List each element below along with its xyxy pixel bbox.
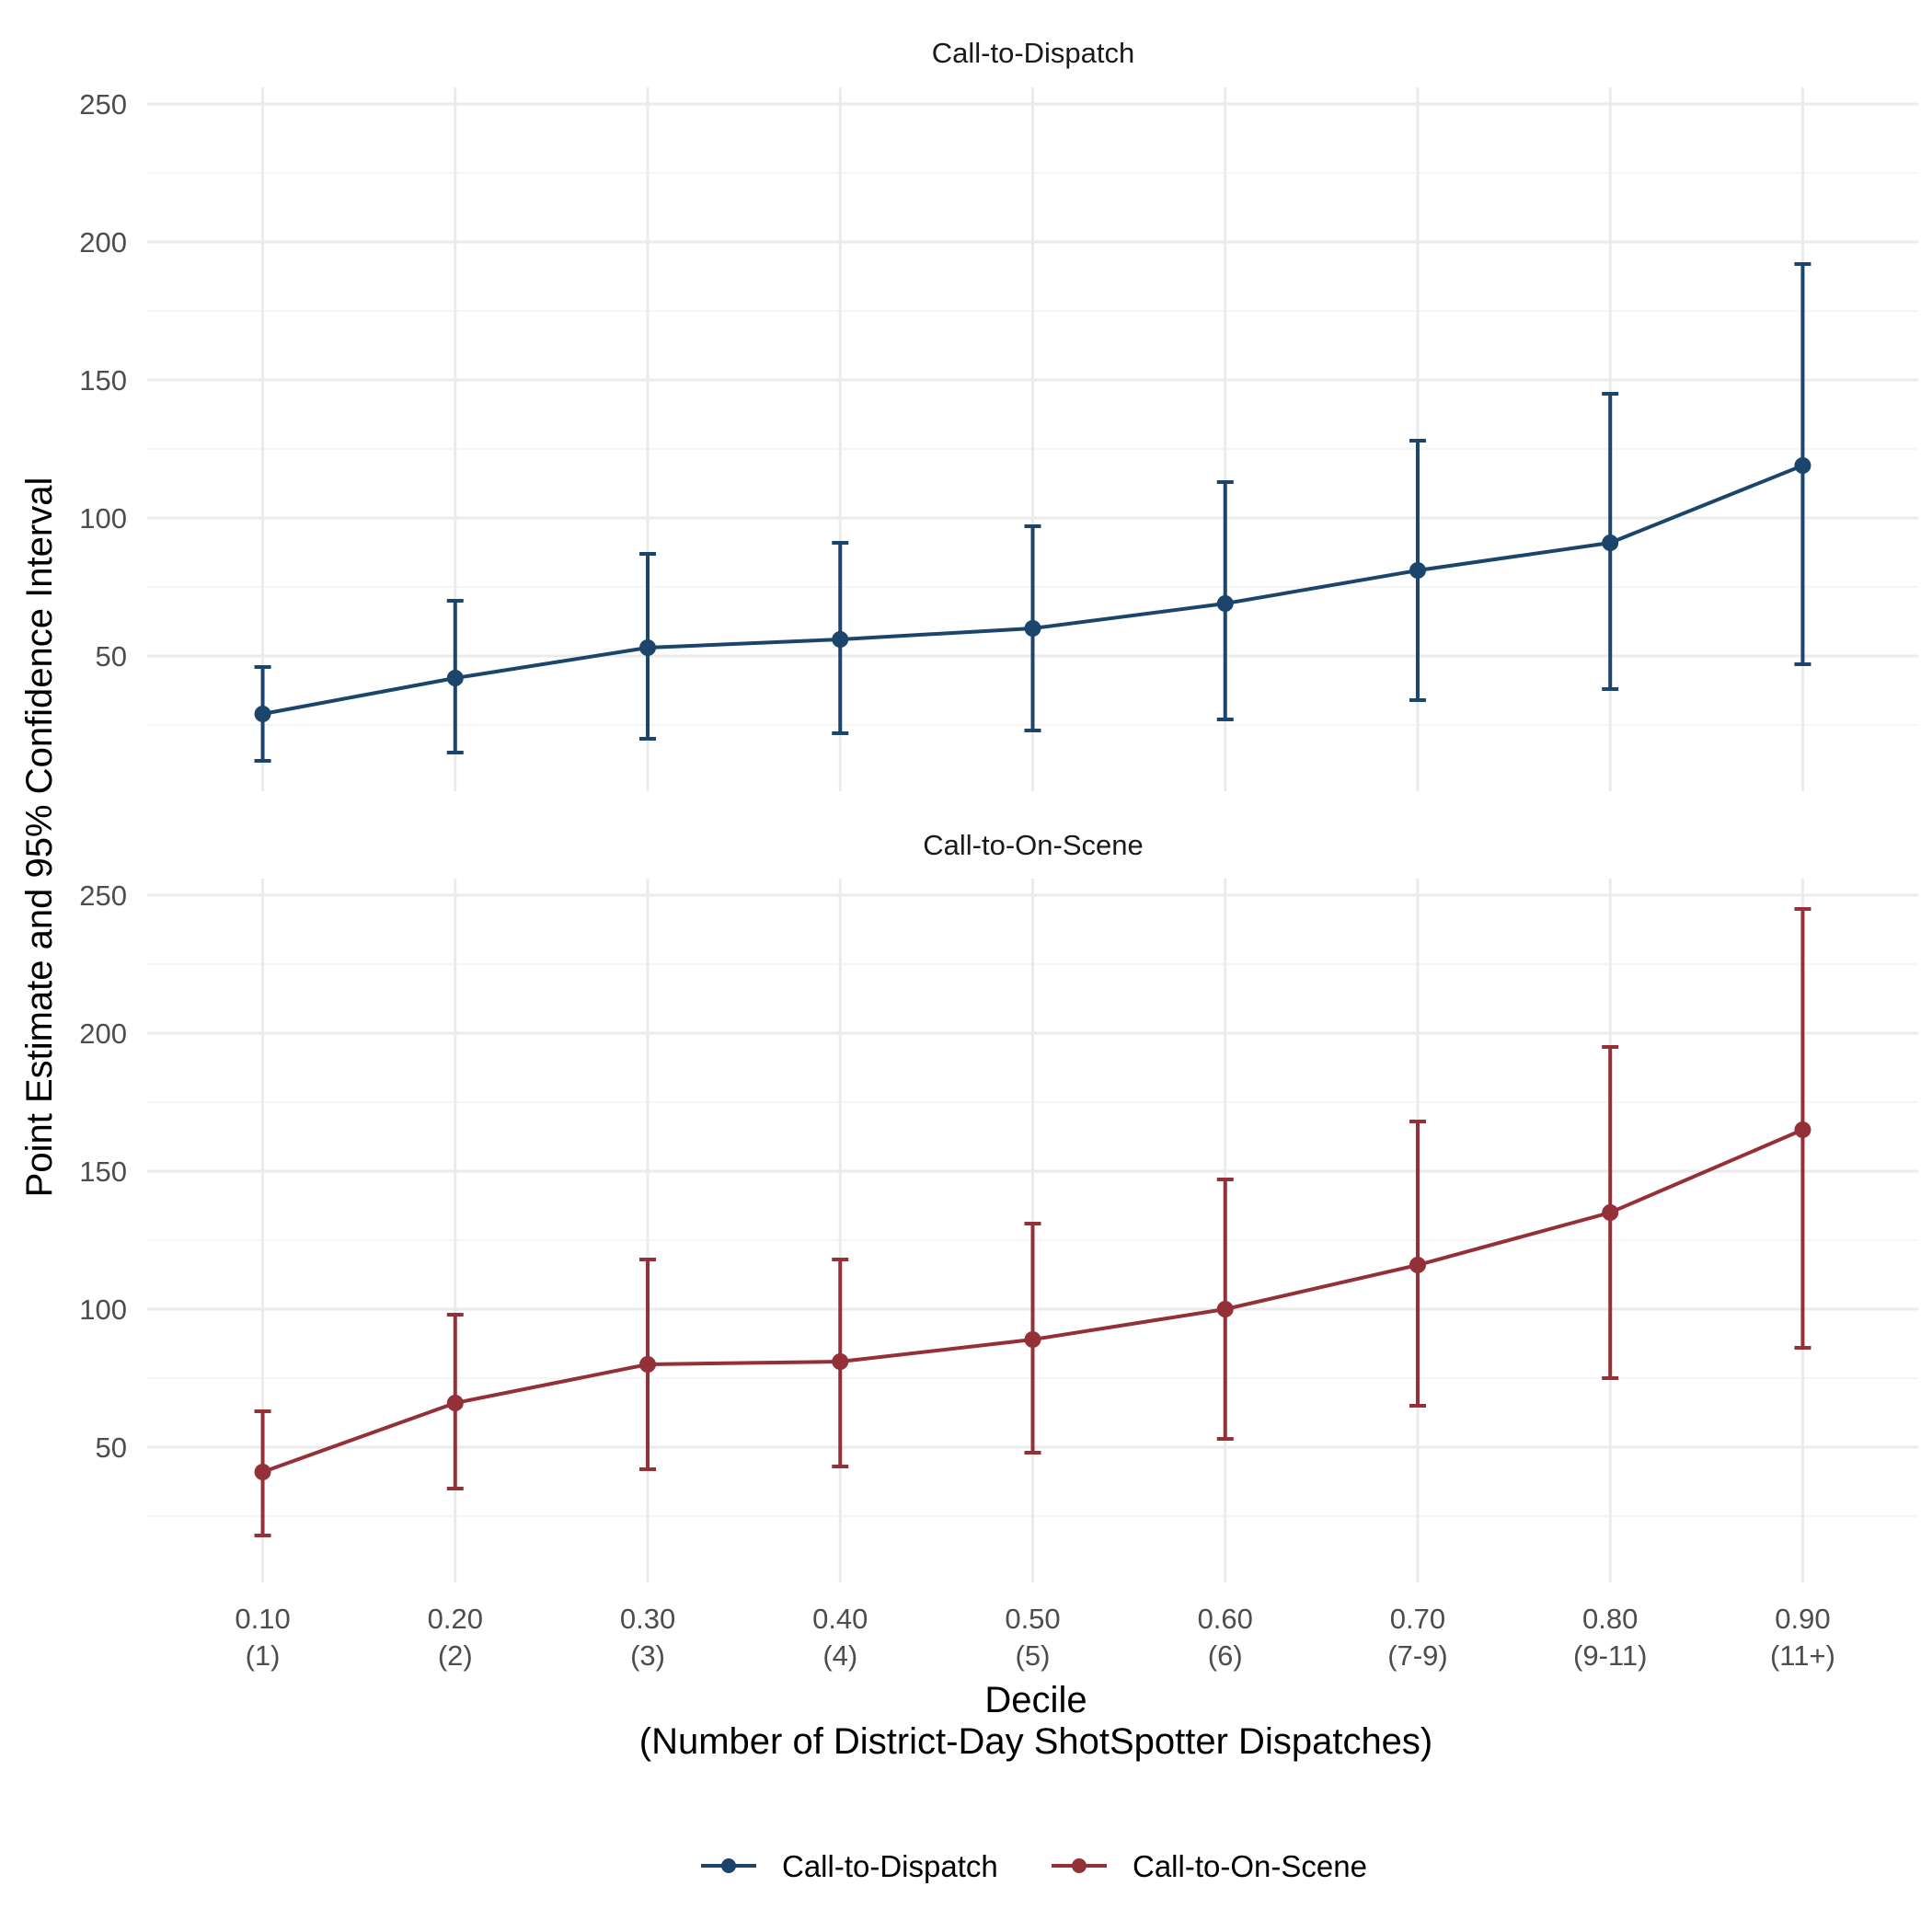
legend-label: Call-to-On-Scene (1133, 1849, 1367, 1883)
y-tick-label: 150 (79, 1156, 127, 1188)
data-point (832, 631, 849, 648)
y-tick-label: 200 (79, 1018, 127, 1050)
data-point (1794, 457, 1811, 474)
x-tick-sublabel: (2) (438, 1639, 473, 1672)
data-point (639, 1356, 657, 1373)
data-point (639, 639, 657, 656)
y-axis-title: Point Estimate and 95% Confidence Interv… (19, 477, 60, 1198)
data-point (446, 1395, 464, 1411)
data-point (1409, 562, 1426, 579)
x-tick-label: 0.20 (428, 1603, 483, 1635)
panel-call-to-dispatch: 50 100 150 200 250 Call-to-Dispatch (79, 37, 1918, 791)
legend-label: Call-to-Dispatch (782, 1849, 998, 1883)
x-tick-sublabel: (5) (1016, 1639, 1051, 1672)
x-tick-sublabel: (6) (1208, 1639, 1243, 1672)
panel-call-to-on-scene: 50 100 150 200 250 Call-to-On-Scene (79, 829, 1918, 1582)
x-tick-label: 0.70 (1390, 1603, 1445, 1635)
y-tick-label: 100 (79, 1294, 127, 1326)
legend-item-call-to-dispatch: Call-to-Dispatch (701, 1849, 998, 1883)
legend: Call-to-Dispatch Call-to-On-Scene (701, 1849, 1367, 1883)
data-point (446, 670, 464, 686)
data-point (254, 1464, 271, 1480)
x-tick-label: 0.30 (620, 1603, 675, 1635)
panels: 50 100 150 200 250 Call-to-Dispatch 50 100 150 20… (79, 37, 1918, 1672)
y-tick-label: 100 (79, 502, 127, 535)
data-point (1024, 1331, 1041, 1348)
data-point (1216, 1301, 1234, 1317)
y-tick-label: 250 (79, 88, 127, 121)
x-tick-label: 0.90 (1775, 1603, 1830, 1635)
y-tick-label: 50 (96, 1432, 127, 1464)
x-tick-sublabel: (1) (246, 1639, 281, 1672)
panel-title: Call-to-Dispatch (932, 37, 1135, 69)
x-tick-sublabel: (4) (822, 1639, 857, 1672)
x-tick-sublabel: (3) (630, 1639, 665, 1672)
data-point (832, 1353, 849, 1370)
data-point (1024, 620, 1041, 637)
data-point (1602, 535, 1619, 551)
data-point (1216, 595, 1234, 612)
x-axis-subtitle: (Number of District-Day ShotSpotter Disp… (639, 1721, 1433, 1762)
y-tick-label: 50 (96, 640, 127, 673)
x-tick-label: 0.40 (812, 1603, 868, 1635)
data-point (1794, 1121, 1811, 1138)
y-tick-label: 200 (79, 226, 127, 259)
legend-swatch-dot (721, 1858, 736, 1873)
x-tick-sublabel: (7-9) (1387, 1639, 1447, 1672)
data-point (1409, 1257, 1426, 1273)
x-tick-sublabel: (9-11) (1573, 1639, 1647, 1672)
x-tick-label: 0.50 (1005, 1603, 1060, 1635)
panel-title: Call-to-On-Scene (923, 829, 1143, 861)
x-tick-sublabel: (11+) (1770, 1639, 1835, 1672)
legend-item-call-to-on-scene: Call-to-On-Scene (1052, 1849, 1367, 1883)
legend-swatch-dot (1072, 1858, 1087, 1873)
y-tick-label: 150 (79, 364, 127, 397)
x-tick-label: 0.10 (235, 1603, 290, 1635)
x-tick-label: 0.80 (1582, 1603, 1638, 1635)
x-axis-title: Decile (984, 1680, 1087, 1720)
data-point (254, 706, 271, 722)
y-tick-label: 250 (79, 880, 127, 912)
data-point (1602, 1204, 1619, 1221)
x-tick-label: 0.60 (1198, 1603, 1253, 1635)
